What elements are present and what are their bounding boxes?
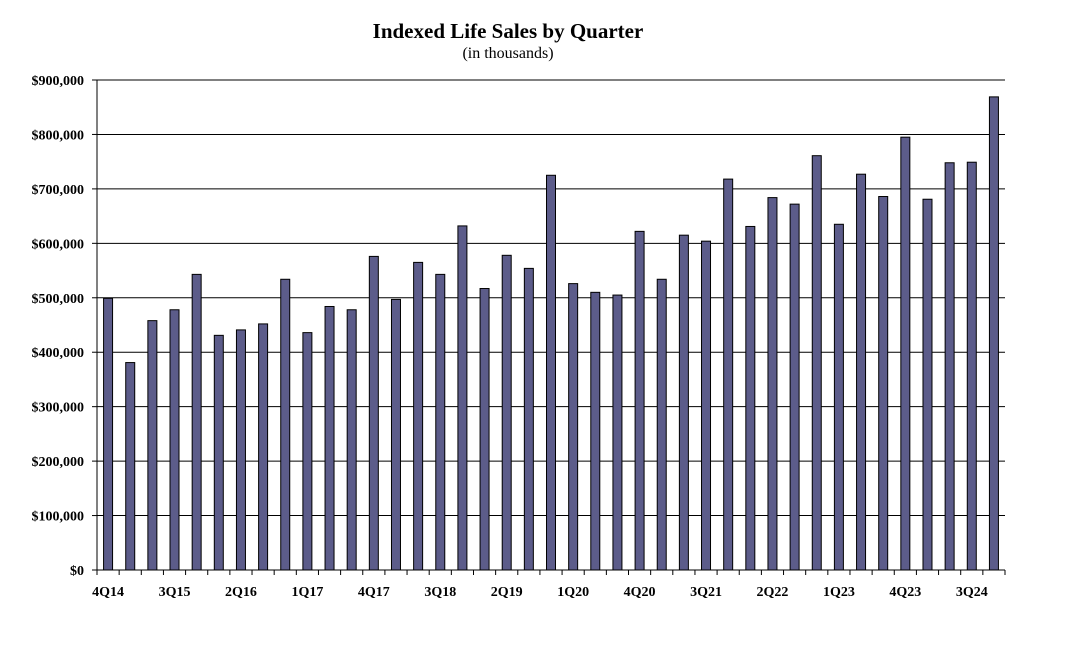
bar-4Q14 bbox=[103, 297, 114, 571]
x-tick-label: 4Q20 bbox=[624, 585, 656, 600]
y-tick-label: $500,000 bbox=[32, 292, 85, 307]
bar-4Q19 bbox=[546, 174, 556, 571]
y-tick-label: $900,000 bbox=[32, 74, 85, 89]
bar-3Q17 bbox=[346, 309, 357, 571]
bar-4Q24 bbox=[988, 96, 999, 571]
bar-3Q18 bbox=[435, 273, 446, 571]
x-tick-label: 1Q17 bbox=[291, 585, 323, 600]
bar-1Q19 bbox=[479, 288, 490, 571]
bar-4Q18 bbox=[457, 225, 468, 571]
bar-4Q23 bbox=[900, 136, 911, 571]
bars bbox=[103, 96, 999, 571]
x-tick-label: 4Q23 bbox=[889, 585, 921, 600]
bar-2Q18 bbox=[413, 261, 424, 571]
bar-1Q23 bbox=[833, 223, 844, 571]
bar-1Q21 bbox=[656, 278, 667, 571]
bar-3Q19 bbox=[523, 267, 534, 571]
bar-1Q24 bbox=[922, 198, 933, 571]
y-tick-label: $200,000 bbox=[32, 455, 85, 470]
bar-3Q15 bbox=[169, 309, 180, 571]
bar-3Q16 bbox=[258, 323, 269, 571]
chart-title: Indexed Life Sales by Quarter bbox=[372, 19, 644, 43]
bar-2Q20 bbox=[590, 291, 601, 571]
y-tick-label: $800,000 bbox=[32, 128, 85, 143]
x-tick-label: 2Q16 bbox=[225, 585, 257, 600]
bar-1Q17 bbox=[302, 332, 313, 571]
y-tick-label: $600,000 bbox=[32, 237, 85, 252]
bar-1Q16 bbox=[213, 334, 224, 571]
x-tick-label: 4Q17 bbox=[358, 585, 390, 600]
y-tick-label: $300,000 bbox=[32, 401, 85, 416]
x-axis-ticks: 4Q14 3Q15 2Q16 1Q17 4Q17 3Q18 2Q19 1Q20 4Q20 3Q21… bbox=[92, 570, 1006, 600]
y-tick-label: $700,000 bbox=[32, 183, 85, 198]
bar-2Q15 bbox=[147, 320, 158, 571]
bar-4Q22 bbox=[811, 155, 822, 571]
bar-3Q24 bbox=[966, 161, 977, 571]
bar-1Q18 bbox=[390, 298, 401, 571]
x-tick-label: 3Q21 bbox=[690, 585, 722, 600]
bar-4Q21 bbox=[723, 178, 734, 571]
bar-4Q15 bbox=[191, 273, 202, 571]
bar-4Q16 bbox=[280, 278, 291, 571]
bar-3Q20 bbox=[612, 294, 623, 571]
bar-4Q20 bbox=[634, 230, 645, 571]
x-tick-label: 2Q19 bbox=[491, 585, 523, 600]
axes bbox=[96, 80, 1005, 571]
bar-2Q24 bbox=[944, 162, 955, 571]
x-tick-label: 3Q18 bbox=[424, 585, 456, 600]
bar-1Q22 bbox=[745, 225, 756, 571]
x-tick-label: 3Q15 bbox=[159, 585, 191, 600]
bar-2Q16 bbox=[235, 329, 246, 571]
bar-1Q20 bbox=[568, 283, 579, 571]
y-tick-label: $400,000 bbox=[32, 346, 85, 361]
bar-3Q21 bbox=[701, 240, 712, 571]
y-tick-label: $0 bbox=[70, 564, 84, 579]
bar-2Q17 bbox=[324, 305, 335, 571]
x-tick-label: 4Q14 bbox=[92, 585, 124, 600]
y-tick-label: $100,000 bbox=[32, 510, 85, 525]
x-tick-label: 1Q20 bbox=[557, 585, 589, 600]
x-tick-label: 1Q23 bbox=[823, 585, 855, 600]
bar-2Q21 bbox=[678, 234, 689, 571]
y-axis-ticks: $0 $100,000 $200,000 $300,000 $400,000 $500,0… bbox=[32, 74, 97, 579]
bar-2Q19 bbox=[501, 254, 512, 571]
bar-1Q15 bbox=[125, 362, 136, 571]
bar-3Q22 bbox=[789, 203, 800, 571]
bar-2Q22 bbox=[767, 197, 778, 571]
bar-3Q23 bbox=[878, 196, 889, 571]
x-tick-label: 2Q22 bbox=[757, 585, 789, 600]
bar-4Q17 bbox=[368, 255, 379, 571]
chart-subtitle: (in thousands) bbox=[462, 45, 554, 62]
bar-2Q23 bbox=[856, 173, 867, 571]
x-tick-label: 3Q24 bbox=[956, 585, 988, 600]
